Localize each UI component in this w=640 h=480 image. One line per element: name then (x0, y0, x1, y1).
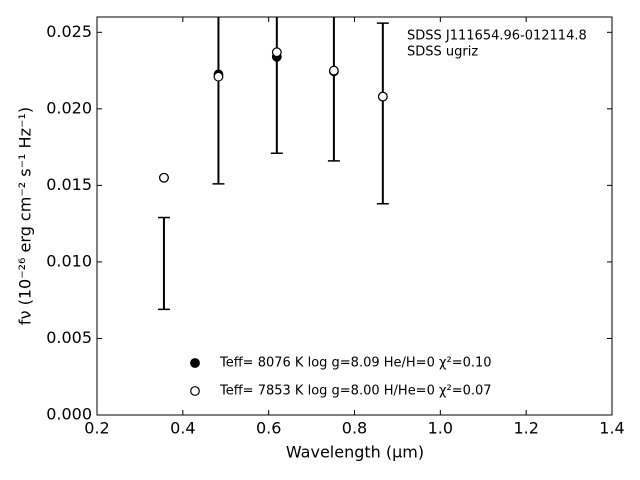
annotation: SDSS J111654.96-012114.8 (407, 29, 587, 44)
data-point (159, 172, 169, 183)
error-bar (157, 216, 170, 311)
legend-label: Teff= 7853 K log g=8.00 H/He=0 χ²=0.07 (219, 384, 492, 399)
plot-area (157, 17, 389, 311)
y-tick-label: 0.005 (46, 328, 92, 347)
y-tick-label: 0.015 (46, 175, 92, 194)
error-bar (270, 17, 283, 154)
y-tick-label: 0.000 (46, 405, 92, 424)
legend-marker (190, 358, 200, 368)
x-tick-label: 0.8 (342, 419, 367, 438)
x-axis-label: Wavelength (μm) (286, 443, 424, 462)
legend-label: Teff= 8076 K log g=8.09 He/H=0 χ²=0.10 (219, 356, 492, 371)
x-tick-label: 0.4 (170, 419, 195, 438)
x-tick-label: 1.2 (513, 419, 538, 438)
x-tick-label: 1.0 (428, 419, 453, 438)
y-tick-label: 0.010 (46, 251, 92, 270)
data-point (271, 47, 282, 58)
data-point (377, 91, 388, 102)
error-bar (376, 22, 389, 205)
x-tick-label: 1.4 (599, 419, 624, 438)
y-axis-label: fν (10⁻²⁶ erg cm⁻² s⁻¹ Hz⁻¹) (16, 107, 35, 325)
error-bar (327, 17, 340, 162)
legend-marker (190, 386, 200, 396)
data-point (329, 65, 339, 76)
data-point (213, 71, 224, 82)
x-tick-label: 0.2 (84, 419, 109, 438)
annotation: SDSS ugriz (407, 45, 478, 60)
error-bar (212, 17, 225, 185)
y-tick-label: 0.020 (46, 98, 92, 117)
x-tick-label: 0.6 (256, 419, 281, 438)
y-tick-label: 0.025 (46, 22, 92, 41)
